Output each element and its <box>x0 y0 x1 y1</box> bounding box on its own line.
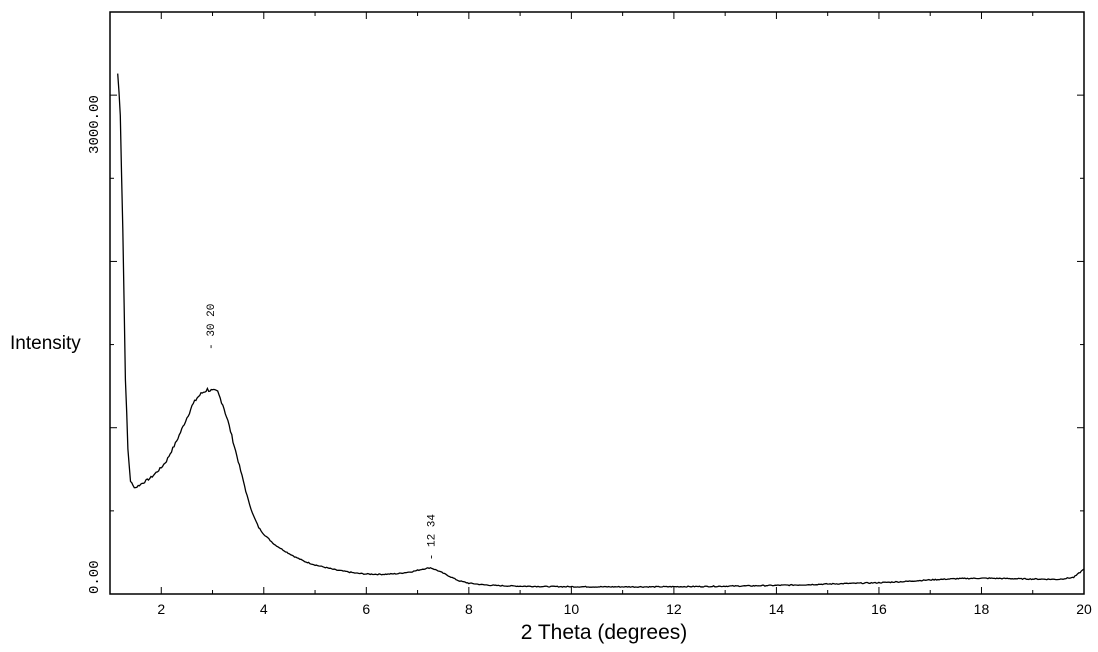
x-tick-label: 10 <box>564 601 580 617</box>
peak-label: - 12 34 <box>426 514 438 561</box>
peak-annotations: - 30 20 - 12 34 <box>206 304 438 561</box>
y-axis-label: Intensity <box>10 333 81 354</box>
y-tick-labels: 0.00 3000.00 <box>87 95 103 594</box>
tick-marks <box>109 11 1085 595</box>
y-tick-label: 3000.00 <box>87 95 103 154</box>
x-tick-label: 8 <box>465 601 473 617</box>
peak-label: - 30 20 <box>206 304 218 350</box>
x-tick-label: 20 <box>1076 601 1092 617</box>
x-tick-label: 6 <box>362 601 370 617</box>
x-tick-label: 12 <box>666 601 682 617</box>
x-tick-labels: 2 4 6 8 10 12 14 16 18 20 <box>157 601 1092 617</box>
x-tick-label: 14 <box>769 601 785 617</box>
x-tick-label: 18 <box>974 601 990 617</box>
series-line <box>117 73 1085 589</box>
x-tick-label: 4 <box>260 601 268 617</box>
y-tick-label: 0.00 <box>87 560 103 594</box>
plot-frame <box>109 11 1085 595</box>
x-axis-label: 2 Theta (degrees) <box>520 621 688 644</box>
x-tick-label: 2 <box>157 601 165 617</box>
x-tick-label: 16 <box>871 601 887 617</box>
